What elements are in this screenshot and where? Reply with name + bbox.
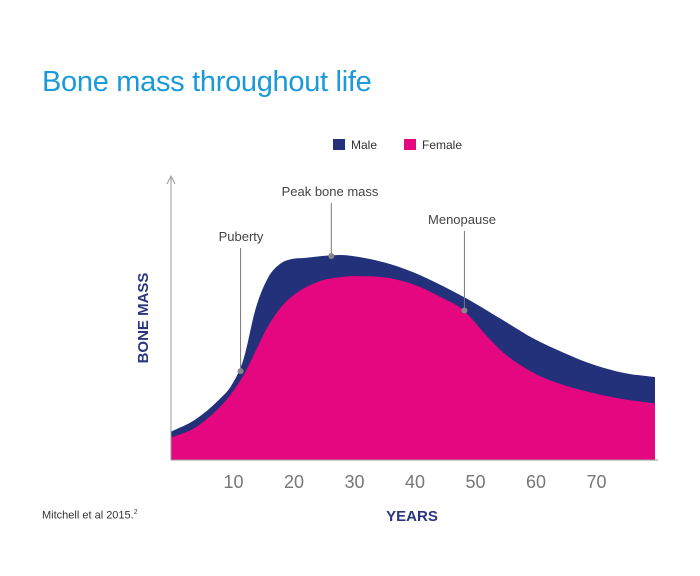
legend-label-male: Male	[351, 138, 377, 152]
annotation-dot-peak-bone-mass	[328, 252, 335, 259]
x-tick-label: 10	[223, 472, 243, 492]
source-note: Mitchell et al 2015.2	[42, 509, 138, 522]
annotation-label-puberty: Puberty	[219, 229, 264, 244]
x-tick-label: 30	[344, 472, 364, 492]
x-tick-label: 40	[405, 472, 425, 492]
x-tick-label: 70	[586, 472, 606, 492]
annotation-dot-puberty	[237, 368, 244, 375]
area-female	[171, 276, 655, 460]
axes: 10 20 30 40 50 60 70 YEARS BONE MASS	[135, 174, 658, 525]
annotations: Puberty Peak bone mass Menopause	[219, 184, 496, 375]
annotation-label-peak-bone-mass: Peak bone mass	[282, 184, 379, 199]
legend-swatch-male	[333, 139, 345, 150]
legend: Male Female	[333, 138, 462, 152]
y-axis-label: BONE MASS	[135, 273, 152, 364]
x-tick-label: 20	[284, 472, 304, 492]
legend-swatch-female	[404, 139, 416, 150]
y-axis-arrow	[166, 174, 176, 185]
x-axis-label: YEARS	[386, 508, 438, 525]
annotation-label-menopause: Menopause	[428, 212, 496, 227]
x-tick-label: 60	[526, 472, 546, 492]
x-tick-label: 50	[465, 472, 485, 492]
chart-title: Bone mass throughout life	[42, 66, 372, 98]
annotation-dot-menopause	[461, 307, 468, 314]
plot-areas	[171, 254, 655, 460]
legend-label-female: Female	[422, 138, 462, 152]
